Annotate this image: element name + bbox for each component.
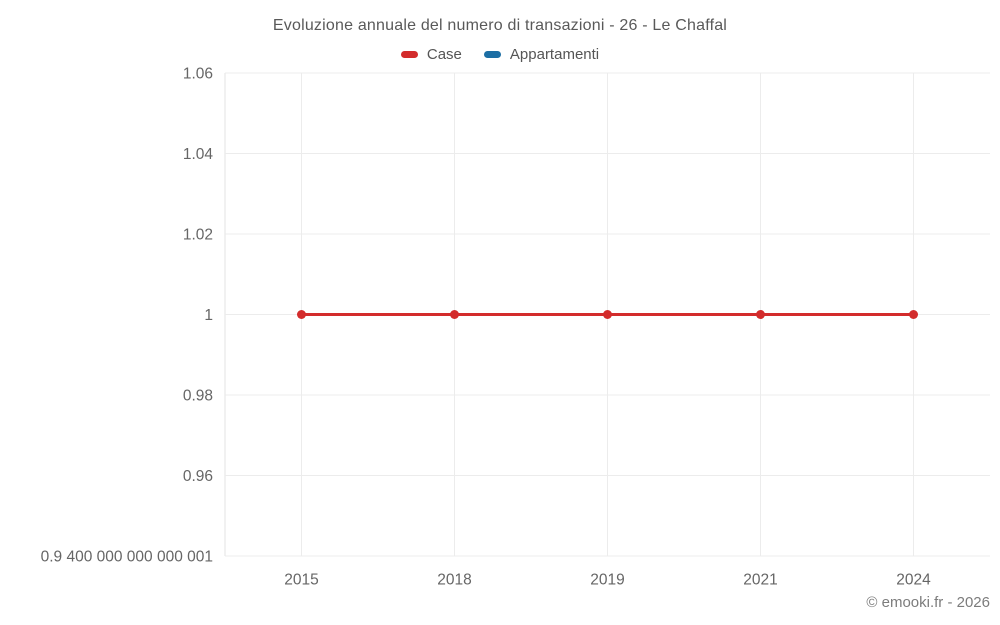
data-point[interactable] xyxy=(297,310,306,319)
legend-label-appartamenti: Appartamenti xyxy=(509,46,600,63)
x-tick-label: 2019 xyxy=(590,571,624,588)
x-tick-label: 2021 xyxy=(743,571,777,588)
chart-legend: Case Appartamenti xyxy=(0,46,1000,63)
chart-footer-credit: © emooki.fr - 2026 xyxy=(866,594,990,611)
legend-swatch-appartamenti xyxy=(483,51,501,58)
legend-item-appartamenti[interactable]: Appartamenti xyxy=(483,46,600,63)
legend-label-case: Case xyxy=(426,46,462,63)
data-point[interactable] xyxy=(756,310,765,319)
legend-swatch-case xyxy=(400,51,418,58)
y-tick-label: 1.06 xyxy=(183,65,213,82)
y-tick-label: 0.98 xyxy=(183,387,213,404)
legend-item-case[interactable]: Case xyxy=(400,46,462,63)
y-tick-label: 1.04 xyxy=(183,146,214,163)
chart-title: Evoluzione annuale del numero di transaz… xyxy=(272,17,728,34)
y-tick-label: 0.96 xyxy=(183,468,213,485)
data-point[interactable] xyxy=(450,310,459,319)
y-tick-label: 0.9 400 000 000 000 001 xyxy=(41,548,213,565)
x-tick-label: 2018 xyxy=(437,571,471,588)
y-tick-label: 1.02 xyxy=(183,226,213,243)
data-point[interactable] xyxy=(909,310,918,319)
x-tick-label: 2024 xyxy=(896,571,931,588)
y-tick-label: 1 xyxy=(204,307,213,324)
x-tick-label: 2015 xyxy=(284,571,318,588)
data-point[interactable] xyxy=(603,310,612,319)
